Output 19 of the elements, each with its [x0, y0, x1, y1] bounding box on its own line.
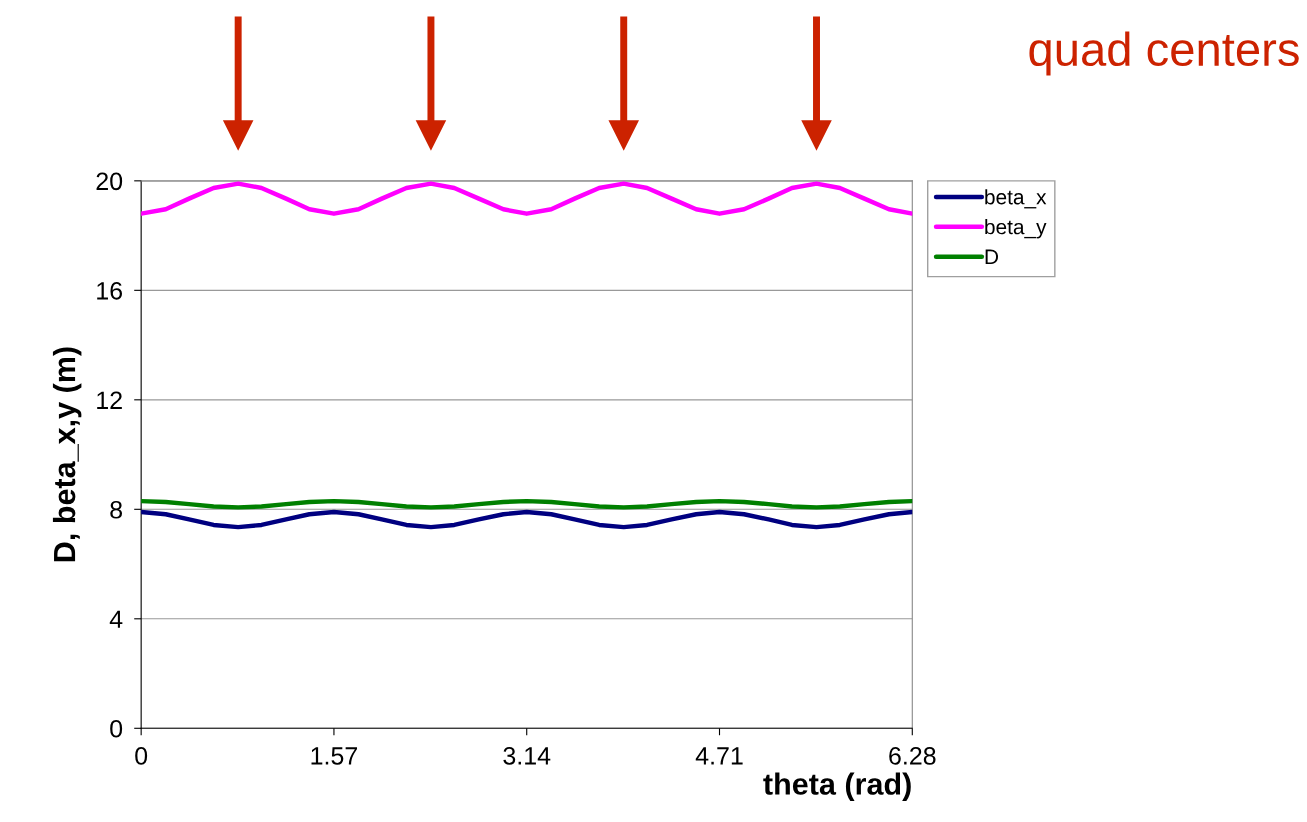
x-tick-label: 4.71	[695, 747, 743, 765]
y-tick-label: 16	[97, 281, 122, 300]
line-series	[141, 498, 913, 510]
text: quad centers	[1029, 31, 1299, 76]
y-axis-title: D, beta_x,y (m)	[52, 347, 82, 562]
y-tick-label: 0	[110, 719, 123, 738]
y-tick-label: 4	[109, 610, 123, 628]
x-axis-title: theta (rad)	[763, 772, 911, 801]
legend-label: beta_x	[985, 189, 1047, 209]
y-tick-label: 8	[110, 500, 123, 519]
legend-label: D	[985, 249, 999, 264]
x-tick-label: 0	[135, 747, 148, 765]
line-series	[141, 509, 913, 530]
x-tick-label: 1.57	[311, 747, 358, 765]
x-tick-label: 3.14	[503, 747, 551, 765]
y-tick-label: 20	[96, 172, 123, 191]
x-tick-label: 6.28	[889, 747, 936, 765]
legend-label: beta_y	[985, 219, 1047, 239]
y-tick-label: 12	[97, 391, 122, 409]
